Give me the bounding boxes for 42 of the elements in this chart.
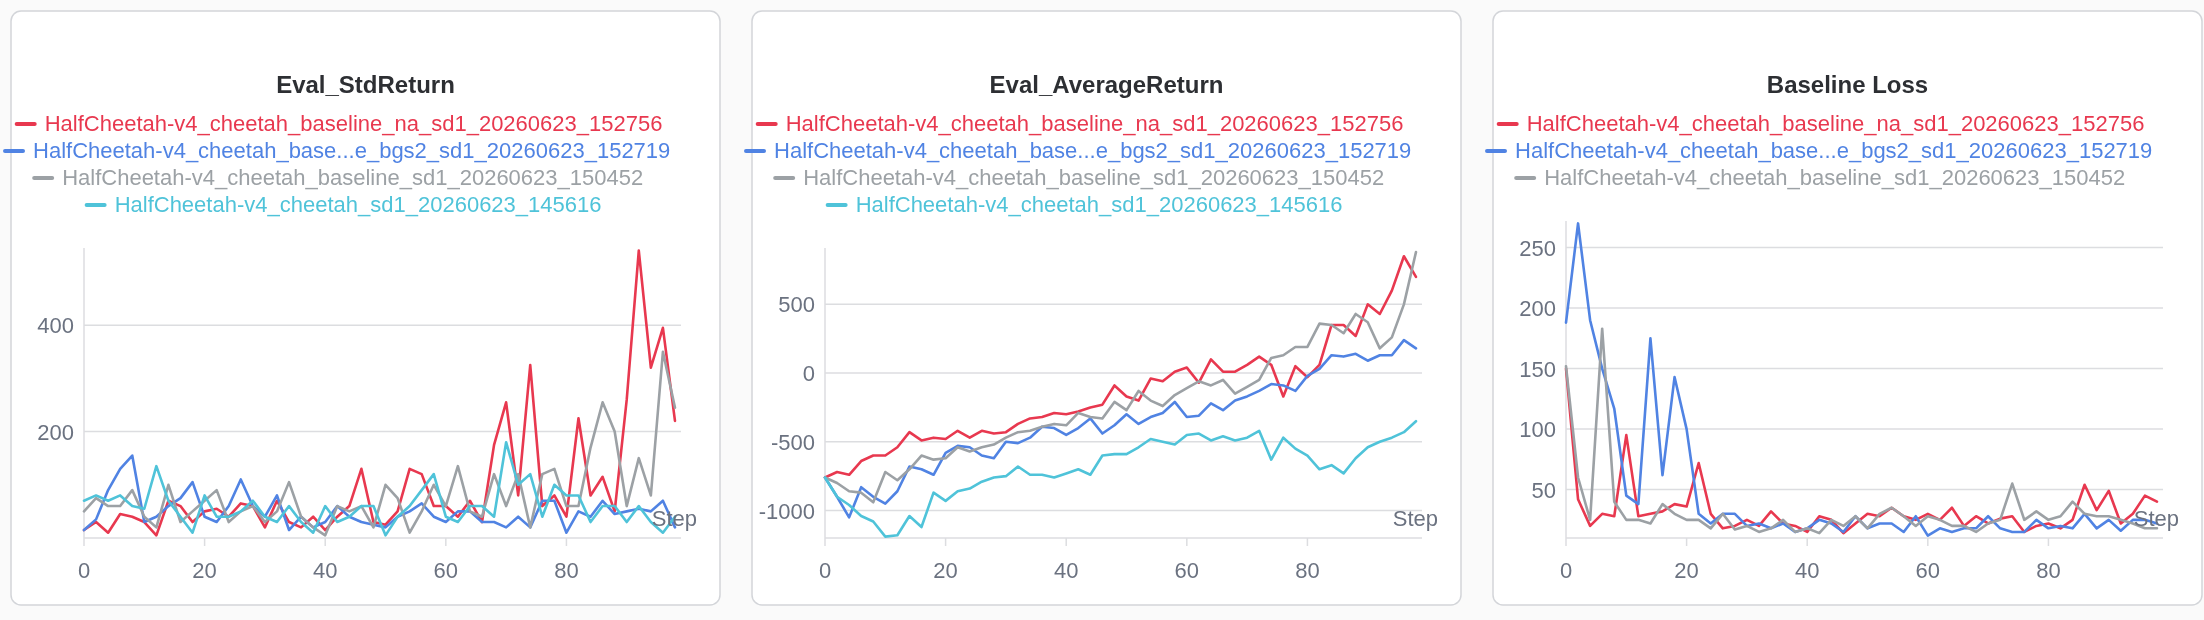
x-tick-label: 0 <box>1559 558 1573 583</box>
x-tick-label: 80 <box>554 558 579 583</box>
x-tick-label: 60 <box>1174 558 1200 583</box>
y-tick-label: 200 <box>1519 296 1556 322</box>
y-tick-label: 0 <box>802 361 815 387</box>
x-tick-label: 60 <box>1915 558 1941 583</box>
x-tick-label: 80 <box>2036 558 2061 583</box>
legend-label: HalfCheetah-v4_cheetah_baseline_sd1_20260623_150452 <box>803 165 1385 190</box>
y-tick-label: 50 <box>1531 477 1556 503</box>
y-tick-label: 200 <box>37 419 74 445</box>
chart-title: Eval_StdReturn <box>276 71 455 98</box>
x-tick-label: 40 <box>1794 558 1820 583</box>
legend-label: HalfCheetah-v4_cheetah_base...e_bgs2_sd1_20260623_152719 <box>1515 138 2153 163</box>
chart-title: Eval_AverageReturn <box>989 71 1224 98</box>
y-tick-label: 250 <box>1519 235 1556 261</box>
x-tick-label: 0 <box>77 558 91 583</box>
legend-label: HalfCheetah-v4_cheetah_sd1_20260623_145616 <box>114 192 602 217</box>
legend-label: HalfCheetah-v4_cheetah_base...e_bgs2_sd1_20260623_152719 <box>774 138 1412 163</box>
x-tick-label: 40 <box>1053 558 1079 583</box>
y-tick-label: 150 <box>1519 356 1556 382</box>
y-tick-label: -500 <box>770 429 815 455</box>
y-tick-label: 100 <box>1519 417 1556 443</box>
legend-label: HalfCheetah-v4_cheetah_baseline_na_sd1_20260623_152756 <box>44 111 663 136</box>
x-tick-label: 20 <box>933 558 958 583</box>
chart-title: Baseline Loss <box>1766 71 1929 98</box>
legend-label: HalfCheetah-v4_cheetah_base...e_bgs2_sd1_20260623_152719 <box>33 138 671 163</box>
legend-label: HalfCheetah-v4_cheetah_sd1_20260623_145616 <box>855 192 1343 217</box>
legend-label: HalfCheetah-v4_cheetah_baseline_sd1_20260623_150452 <box>62 165 644 190</box>
legend-label: HalfCheetah-v4_cheetah_baseline_sd1_20260623_150452 <box>1544 165 2126 190</box>
x-tick-label: 0 <box>818 558 832 583</box>
x-axis-title: Step <box>1392 506 1438 531</box>
legend-label: HalfCheetah-v4_cheetah_baseline_na_sd1_20260623_152756 <box>785 111 1404 136</box>
y-tick-label: -1000 <box>758 498 815 524</box>
legend-label: HalfCheetah-v4_cheetah_baseline_na_sd1_20260623_152756 <box>1526 111 2145 136</box>
y-tick-label: 500 <box>778 292 815 318</box>
x-tick-label: 20 <box>192 558 217 583</box>
y-tick-label: 400 <box>37 313 74 339</box>
x-tick-label: 20 <box>1674 558 1699 583</box>
x-axis-title: Step <box>2133 506 2179 531</box>
x-tick-label: 60 <box>433 558 459 583</box>
x-tick-label: 80 <box>1295 558 1320 583</box>
x-tick-label: 40 <box>312 558 338 583</box>
